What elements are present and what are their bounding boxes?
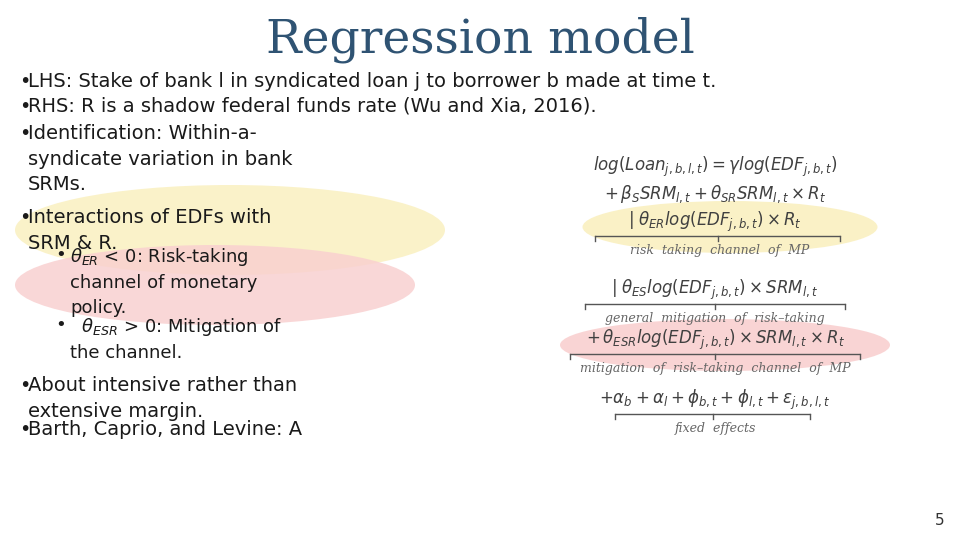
Text: •: • [19,376,31,395]
Ellipse shape [15,185,445,275]
Text: risk  taking  channel  of  MP: risk taking channel of MP [631,244,809,257]
Text: •: • [55,316,65,334]
Text: •: • [19,208,31,227]
Text: •: • [19,97,31,116]
Text: About intensive rather than
extensive margin.: About intensive rather than extensive ma… [28,376,298,421]
Text: Interactions of EDFs with
SRM & R.: Interactions of EDFs with SRM & R. [28,208,272,253]
Text: $|\; \theta_{ES} log(EDF_{j,b,t}) \times SRM_{l,t}$: $|\; \theta_{ES} log(EDF_{j,b,t}) \times… [612,278,819,302]
Text: 5: 5 [935,513,945,528]
Text: $+\alpha_b + \alpha_l + \phi_{b,t} + \phi_{l,t} + \varepsilon_{j,b,l,t}$: $+\alpha_b + \alpha_l + \phi_{b,t} + \ph… [599,388,830,412]
Text: RHS: R is a shadow federal funds rate (Wu and Xia, 2016).: RHS: R is a shadow federal funds rate (W… [28,97,596,116]
Ellipse shape [560,319,890,371]
Text: Identification: Within-a-
syndicate variation in bank
SRMs.: Identification: Within-a- syndicate vari… [28,124,293,194]
Text: •: • [19,124,31,143]
Text: •: • [19,72,31,91]
Text: Barth, Caprio, and Levine: A: Barth, Caprio, and Levine: A [28,420,302,439]
Text: $\theta_{ESR}$ > 0: Mitigation of
the channel.: $\theta_{ESR}$ > 0: Mitigation of the ch… [70,316,282,362]
Text: $\theta_{ER}$ < 0: Risk-taking
channel of monetary
policy.: $\theta_{ER}$ < 0: Risk-taking channel o… [70,246,257,316]
Text: $+\, \theta_{ESR} log(EDF_{j,b,t}) \times SRM_{l,t} \times R_t$: $+\, \theta_{ESR} log(EDF_{j,b,t}) \time… [586,328,845,352]
Text: •: • [55,246,65,264]
Text: fixed  effects: fixed effects [674,422,756,435]
Text: $log(Loan_{j,b,l,t}) = \gamma log(EDF_{j,b,t})$: $log(Loan_{j,b,l,t}) = \gamma log(EDF_{j… [592,155,837,179]
Text: $|\; \theta_{ER} log(EDF_{j,b,t}) \times R_t$: $|\; \theta_{ER} log(EDF_{j,b,t}) \times… [628,210,802,234]
Ellipse shape [15,245,415,325]
Text: •: • [19,420,31,439]
Text: mitigation  of  risk–taking  channel  of  MP: mitigation of risk–taking channel of MP [580,362,851,375]
Text: LHS: Stake of bank l in syndicated loan j to borrower b made at time t.: LHS: Stake of bank l in syndicated loan … [28,72,716,91]
Text: $+\, \beta_S SRM_{l,t} + \theta_{SR} SRM_{l,t} \times R_t$: $+\, \beta_S SRM_{l,t} + \theta_{SR} SRM… [604,183,826,205]
Text: general  mitigation  of  risk–taking: general mitigation of risk–taking [605,312,825,325]
Ellipse shape [583,201,877,253]
Text: Regression model: Regression model [266,17,694,63]
